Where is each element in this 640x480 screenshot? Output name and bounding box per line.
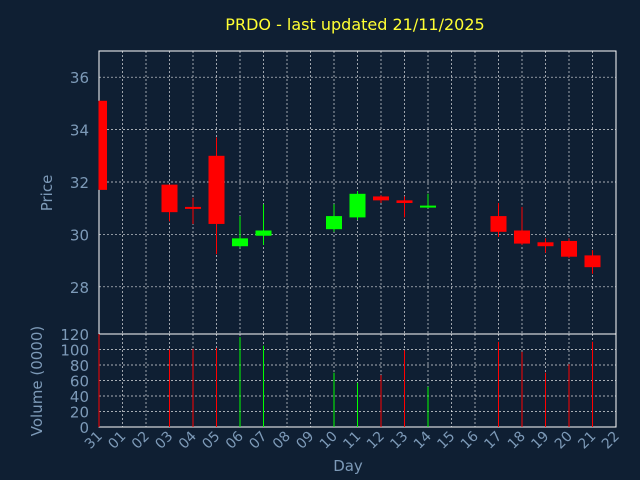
candle-body (514, 230, 530, 244)
x-tick-label: 22 (599, 429, 623, 453)
x-tick-label: 14 (411, 428, 435, 452)
candle-body (373, 196, 389, 201)
x-tick-label: 20 (552, 429, 576, 453)
volume-tick-label: 100 (60, 342, 89, 360)
volume-tick-label: 40 (70, 388, 89, 406)
candle-body (185, 206, 201, 209)
candle-body (99, 100, 107, 190)
price-tick-label: 32 (70, 174, 89, 192)
x-tick-label: 17 (481, 429, 505, 453)
x-tick-label: 10 (317, 429, 341, 453)
x-tick-label: 07 (246, 429, 270, 453)
price-tick-label: 30 (70, 226, 89, 244)
x-tick-label: 06 (223, 428, 247, 452)
candle-body (561, 240, 577, 257)
candle-body (584, 255, 601, 268)
candle-body (326, 216, 342, 230)
price-panel: 28 30 32 34 36 (70, 50, 617, 335)
x-tick-label: 01 (105, 429, 129, 453)
x-tick-label: 16 (458, 428, 482, 452)
chart-title: PRDO - last updated 21/11/2025 (225, 15, 484, 34)
x-tick-label: 08 (270, 429, 294, 453)
x-tick-label: 15 (434, 429, 458, 453)
candle-body (490, 216, 507, 232)
x-tick-label: 04 (176, 428, 200, 452)
x-axis: 31 01 02 03 04 05 06 07 08 09 10 11 12 13 14 15 16 17 18 19… (82, 428, 623, 452)
x-tick-label: 12 (364, 429, 388, 453)
y-axis-label: Price (38, 175, 56, 212)
x-tick-label: 02 (129, 429, 153, 453)
candle-body (537, 242, 554, 247)
x-tick-label: 03 (152, 429, 176, 453)
x-tick-label: 09 (293, 429, 317, 453)
volume-tick-label: 80 (70, 357, 89, 375)
price-tick-label: 34 (70, 122, 89, 140)
candle-body (420, 205, 436, 208)
volume-tick-label: 20 (70, 404, 89, 422)
candle-body (255, 230, 272, 236)
x-tick-label: 13 (387, 429, 411, 453)
volume-axis-label: Volume (0000) (28, 326, 46, 436)
price-tick-label: 28 (70, 279, 89, 297)
candle-body (208, 155, 225, 224)
x-tick-label: 05 (199, 429, 223, 453)
volume-tick-label: 60 (70, 373, 89, 391)
volume-tick-label: 0 (79, 419, 89, 437)
x-tick-label: 18 (505, 429, 529, 453)
candle-body (396, 200, 413, 203)
x-axis-label: Day (333, 457, 363, 475)
x-tick-label: 11 (340, 429, 364, 453)
x-tick-label: 19 (528, 429, 552, 453)
candle-body (232, 238, 248, 247)
candle-body (349, 193, 366, 218)
price-tick-label: 36 (70, 69, 89, 87)
volume-tick-label: 120 (60, 326, 89, 344)
candle-body (161, 184, 178, 213)
x-tick-label: 21 (575, 429, 599, 453)
